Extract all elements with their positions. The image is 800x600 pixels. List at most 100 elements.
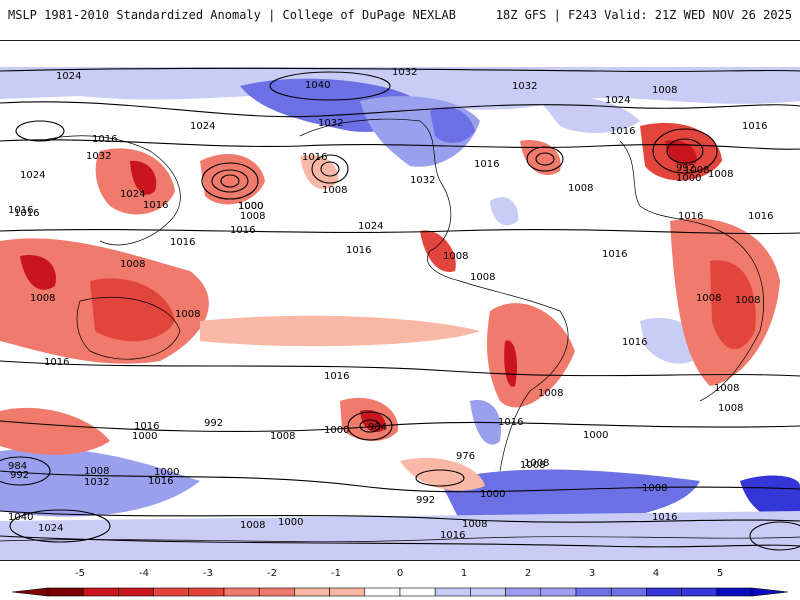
isobar-closed-low — [220, 174, 240, 188]
colorbar-tick: -3 — [203, 568, 213, 579]
red-indonesia-core — [20, 255, 56, 290]
isobar-label: 1032 — [512, 81, 537, 92]
isobar-closed-low — [0, 456, 51, 486]
isobar-label: 1008 — [568, 183, 593, 194]
isobar-label: 1032 — [392, 67, 417, 78]
isobar-label: 1016 — [230, 225, 255, 236]
isobar-closed-low — [535, 152, 555, 166]
isobar-label: 1008 — [652, 85, 677, 96]
colorbar-tick: 1 — [460, 568, 468, 579]
isobar-label: 1016 — [44, 357, 69, 368]
isobar-label: 1016 — [346, 245, 371, 256]
colorbar-segment — [716, 587, 753, 597]
isobar-closed-low — [201, 162, 259, 200]
colorbar-segment — [294, 587, 330, 597]
colorbar-segment — [47, 587, 84, 597]
isobar-label: 976 — [456, 451, 475, 462]
isobar-line — [0, 67, 800, 73]
isobar-label: 992 — [10, 470, 29, 481]
isobar-closed-low — [211, 169, 249, 193]
red-east-asia-core — [130, 160, 157, 195]
isobar-contours — [0, 67, 800, 551]
isobar-label: 1008 — [696, 293, 721, 304]
isobar-label: 1008 — [470, 272, 495, 283]
isobar-label: 1008 — [714, 383, 739, 394]
isobar-label: 1032 — [318, 118, 343, 129]
coast-south-america — [459, 280, 569, 472]
isobar-label: 984 — [8, 461, 27, 472]
colorbar-tick: 2 — [524, 568, 532, 579]
isobar-label: 1016 — [134, 421, 159, 432]
isobar-closed-high — [15, 120, 65, 142]
isobar-label: 1016 — [440, 530, 465, 541]
isobar-label: 1016 — [678, 211, 703, 222]
isobar-label: 1000 — [132, 431, 157, 442]
colorbar-segment — [118, 587, 154, 597]
colorbar-segment — [575, 587, 612, 597]
isobar-closed-low — [320, 161, 340, 177]
isobar-label: 992 — [416, 495, 435, 506]
isobar-label: 1008 — [443, 251, 468, 262]
isobar-label: 1008 — [520, 460, 545, 471]
map-title: MSLP 1981-2010 Standardized Anomaly | Co… — [8, 8, 456, 22]
colorbar-segment — [258, 587, 295, 597]
isobar-label: 1016 — [14, 208, 39, 219]
model-run-info: 18Z GFS | F243 Valid: 21Z WED NOV 26 202… — [495, 8, 792, 22]
isobar-label: 1000 — [278, 517, 303, 528]
colorbar-arrow-right — [751, 587, 789, 597]
isobar-label: 1008 — [462, 519, 487, 530]
isobar-label: 1008 — [524, 458, 549, 469]
blue-greenland — [430, 107, 475, 143]
isobar-label: 1040 — [8, 512, 33, 523]
coast-antarctica — [0, 536, 800, 542]
isobar-label: 1008 — [30, 293, 55, 304]
isobar-label: 1016 — [602, 249, 627, 260]
map-canvas: 1024 1040 1032 1032 1024 1008 1016 1016 … — [0, 41, 800, 560]
isobar-label: 1024 — [120, 189, 145, 200]
colorbar-segment — [540, 587, 577, 597]
colorbar-segment — [681, 587, 718, 597]
isobar-line — [0, 360, 800, 377]
isobar-label: 1008 — [84, 466, 109, 477]
isobar-label: 1024 — [190, 121, 215, 132]
isobar-closed-low — [415, 469, 465, 487]
isobar-label: 992 — [676, 163, 695, 174]
isobar-line — [0, 229, 800, 235]
isobar-label: 1008 — [240, 520, 265, 531]
colorbar-tick: -1 — [331, 568, 341, 579]
coast-asia — [39, 135, 181, 246]
red-south-indian — [0, 407, 110, 455]
red-africa-core — [710, 260, 756, 350]
isobar-closed-low — [9, 509, 111, 543]
red-south-pacific-band — [400, 457, 485, 491]
isobar-closed-low — [359, 419, 381, 433]
blue-atlantic-patch — [490, 197, 519, 226]
isobar-label: 1000 — [238, 201, 263, 212]
isobar-label: 1008 — [708, 169, 733, 180]
isobar-label: 1000 — [480, 489, 505, 500]
negative-anomaly-fills — [0, 122, 780, 491]
isobar-label: 1016 — [474, 159, 499, 170]
colorbar-segment — [610, 587, 647, 597]
coast-north-america — [299, 118, 461, 282]
isobar-closed-low — [526, 146, 564, 172]
isobar-label: 1008 — [175, 309, 200, 320]
isobar-label: 1024 — [56, 71, 81, 82]
isobar-label: 1008 — [718, 403, 743, 414]
isobar-label: 1008 — [240, 211, 265, 222]
positive-anomaly-fills — [0, 67, 800, 560]
isobar-closed-low — [666, 138, 704, 164]
colorbar-tick: 5 — [716, 568, 724, 579]
coast-australia — [76, 296, 181, 360]
isobar-label: 1032 — [86, 151, 111, 162]
blue-band-arctic — [0, 67, 800, 110]
red-andes-core — [504, 340, 517, 387]
isobar-line — [0, 470, 800, 493]
isobar-label: 1000 — [676, 173, 701, 184]
red-australia-core — [90, 278, 175, 342]
blue-southern-ocean-2 — [440, 469, 700, 525]
isobar-label: 1016 — [498, 417, 523, 428]
isobar-label: 1016 — [622, 337, 647, 348]
colorbar-segment — [188, 587, 225, 597]
red-aleutian-low — [300, 154, 339, 189]
